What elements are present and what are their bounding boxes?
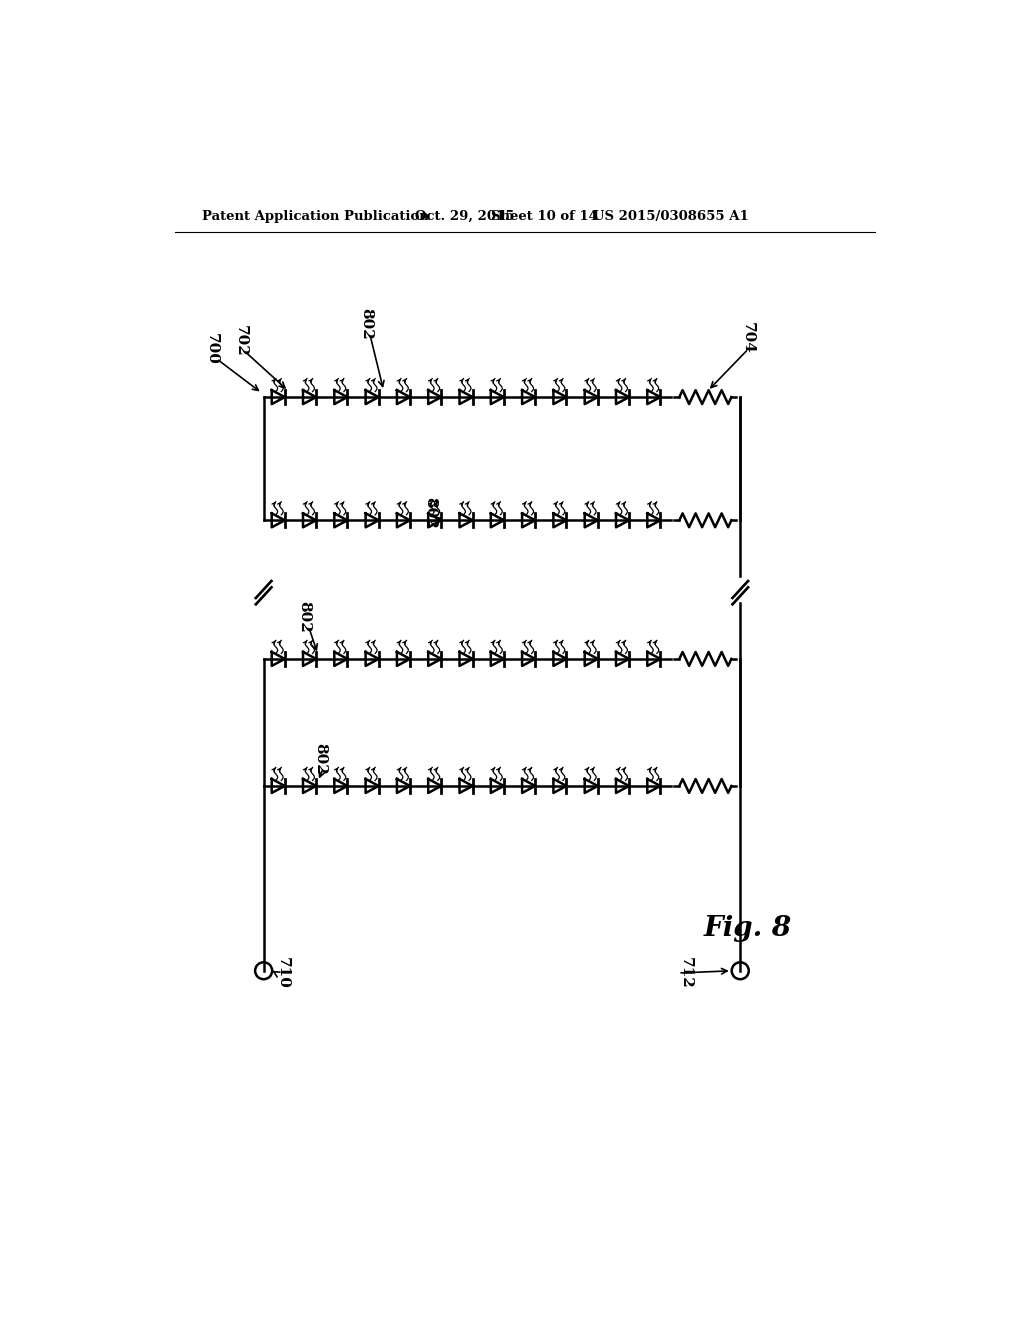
- Text: US 2015/0308655 A1: US 2015/0308655 A1: [593, 210, 749, 223]
- Text: 700: 700: [205, 334, 219, 366]
- Text: 704: 704: [741, 322, 755, 354]
- Text: 802: 802: [298, 601, 311, 632]
- Text: Sheet 10 of 14: Sheet 10 of 14: [490, 210, 598, 223]
- Polygon shape: [732, 578, 748, 601]
- Text: Patent Application Publication: Patent Application Publication: [202, 210, 428, 223]
- Text: 702: 702: [233, 325, 248, 356]
- Text: 802: 802: [313, 743, 328, 775]
- Polygon shape: [256, 581, 271, 605]
- Text: 802: 802: [359, 308, 374, 339]
- Polygon shape: [256, 578, 271, 601]
- Text: Fig. 8: Fig. 8: [703, 915, 792, 942]
- Text: 712: 712: [679, 957, 693, 989]
- Text: 710: 710: [276, 957, 290, 989]
- Text: 802: 802: [423, 496, 437, 528]
- Polygon shape: [732, 581, 748, 605]
- Text: Oct. 29, 2015: Oct. 29, 2015: [415, 210, 514, 223]
